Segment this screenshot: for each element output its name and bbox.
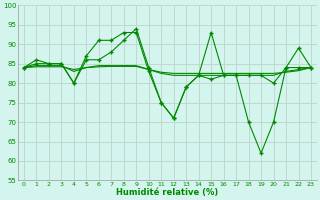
X-axis label: Humidité relative (%): Humidité relative (%) [116,188,219,197]
